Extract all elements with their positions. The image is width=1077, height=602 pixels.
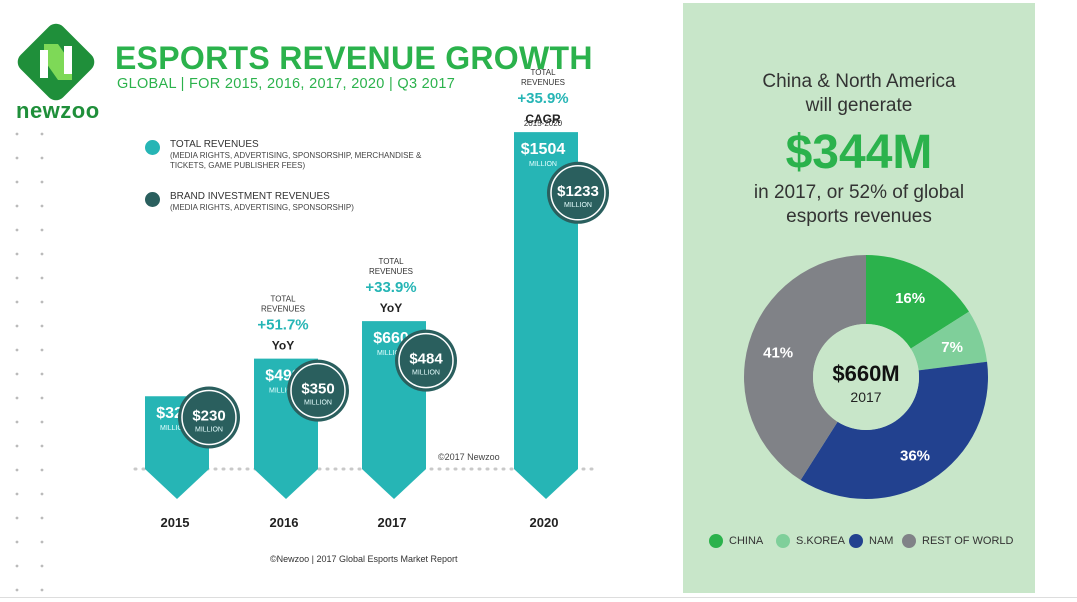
brand-revenue-value: $1233 <box>557 183 599 200</box>
page-title: ESPORTS REVENUE GROWTH <box>115 40 593 76</box>
total-revenue-unit: MILLION <box>529 161 557 168</box>
growth-heading: TOTAL <box>378 257 404 266</box>
legend-label: CHINA <box>729 535 764 547</box>
brand-revenue-marker-ring <box>181 389 237 446</box>
growth-heading: REVENUES <box>369 267 413 276</box>
brand-revenue-marker <box>395 329 457 392</box>
brand-revenue-marker-ring <box>550 165 606 221</box>
growth-basis: CAGR <box>525 112 561 126</box>
growth-percent: +35.9% <box>517 90 568 107</box>
total-revenue-unit: MILLION <box>377 350 405 357</box>
legend-label: TOTAL REVENUES <box>170 139 259 150</box>
donut-hole <box>813 324 919 430</box>
brand-revenue-unit: MILLION <box>564 202 592 209</box>
brand-revenue-marker <box>547 161 609 224</box>
decorative-dot-grid <box>15 132 44 592</box>
growth-heading: TOTAL <box>270 295 296 304</box>
legend-swatch <box>145 140 160 155</box>
legend-label: REST OF WORLD <box>922 535 1014 547</box>
panel-line-4: esports revenues <box>786 206 932 227</box>
donut-center-value: $660M <box>832 361 899 386</box>
legend-label: S.KOREA <box>796 535 845 547</box>
x-axis-label: 2016 <box>270 515 299 530</box>
legend-label: NAM <box>869 535 894 547</box>
panel-line-2: will generate <box>805 95 913 116</box>
brand-revenue-unit: MILLION <box>412 370 440 377</box>
growth-basis: YoY <box>380 301 402 315</box>
chart-copyright: ©2017 Newzoo <box>438 452 500 462</box>
donut-slice <box>910 311 988 371</box>
total-revenue-bar <box>514 132 578 499</box>
donut-slice-label: 41% <box>763 344 793 361</box>
brand-revenue-marker-ring <box>290 362 346 419</box>
page-bottom-divider <box>0 597 1077 598</box>
region-donut-chart: 16% 7% 36% 41% $660M 2017 <box>744 255 988 499</box>
growth-percent: +33.9% <box>365 279 416 296</box>
legend-sublabel: (MEDIA RIGHTS, ADVERTISING, SPONSORSHIP,… <box>170 151 422 170</box>
legend-swatch <box>902 534 916 548</box>
donut-slice <box>866 255 970 349</box>
donut-legend-skorea: S.KOREA <box>776 534 845 548</box>
donut-slice-label: 36% <box>900 447 930 464</box>
brand-revenue-marker-ring <box>398 332 454 389</box>
total-revenue-unit: MILLION <box>160 425 188 432</box>
growth-heading: REVENUES <box>261 305 305 314</box>
legend-sublabel: (MEDIA RIGHTS, ADVERTISING, SPONSORSHIP) <box>170 203 354 212</box>
donut-slice-label: 7% <box>941 339 963 356</box>
legend-swatch <box>709 534 723 548</box>
donut-legend-rest-of-world: REST OF WORLD <box>902 534 1013 548</box>
x-axis-label: 2015 <box>161 515 190 530</box>
donut-slice-label: 16% <box>895 290 925 307</box>
donut-slice <box>744 255 866 481</box>
donut-center-sub: 2017 <box>850 389 881 405</box>
brand-revenue-unit: MILLION <box>304 400 332 407</box>
brand-revenue-value: $350 <box>301 381 334 398</box>
growth-basis: YoY <box>272 339 294 353</box>
legend-swatch <box>145 192 160 207</box>
x-axis-label: 2017 <box>378 515 407 530</box>
growth-percent: +51.7% <box>257 317 308 334</box>
brand-revenue-value: $484 <box>409 351 443 368</box>
brand-revenue-marker <box>287 359 349 422</box>
brand-revenue-value: $230 <box>192 407 225 424</box>
legend-swatch <box>849 534 863 548</box>
donut-slice <box>800 361 988 499</box>
panel-headline-value: $344M <box>785 126 933 179</box>
brand-revenue-unit: MILLION <box>195 426 223 433</box>
donut-legend-nam: NAM <box>849 534 893 548</box>
growth-heading: REVENUES <box>521 78 565 87</box>
growth-heading: TOTAL <box>530 68 556 77</box>
total-revenue-unit: MILLION <box>269 388 297 395</box>
total-revenue-value: $660 <box>373 330 409 347</box>
donut-legend-china: CHINA <box>709 534 763 548</box>
regional-share-panel: China & North America will generate $344… <box>683 3 1035 593</box>
x-axis-label: 2020 <box>530 515 559 530</box>
growth-note: 2015-2020 <box>524 119 563 128</box>
logo-wordmark: newzoo <box>16 98 100 123</box>
newzoo-logo-icon <box>17 23 95 101</box>
legend-swatch <box>776 534 790 548</box>
total-revenue-value: $1504 <box>521 141 566 158</box>
page-subtitle: GLOBAL | FOR 2015, 2016, 2017, 2020 | Q3… <box>117 76 456 92</box>
panel-line-3: in 2017, or 52% of global <box>753 182 965 203</box>
brand-revenue-marker <box>178 386 240 449</box>
footer-source: ©Newzoo | 2017 Global Esports Market Rep… <box>270 554 458 564</box>
legend-label: BRAND INVESTMENT REVENUES <box>170 191 330 202</box>
panel-line-1: China & North America <box>762 71 956 92</box>
